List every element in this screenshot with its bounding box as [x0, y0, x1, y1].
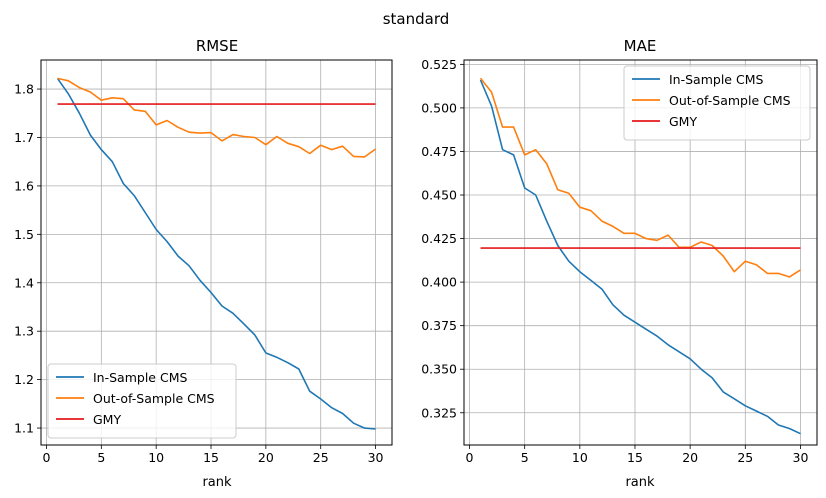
mae-xtick-label: 20: [682, 450, 698, 465]
rmse-series-in-sample-cms: [56, 77, 376, 430]
mae-panel: MAE rank 0 5 10 15 20 25 30 0.325 0.350 0.375 0.40…: [421, 37, 818, 490]
rmse-xtick-label: 20: [258, 450, 274, 465]
rmse-legend-label-out-of-sample-cms: Out-of-Sample CMS: [93, 391, 215, 406]
rmse-xtick-label: 0: [43, 450, 51, 465]
mae-ytick-label: 0.350: [421, 362, 457, 377]
rmse-panel: RMSE rank 0 5 10 15 20 25 30 1.1 1.2 1.3 1.4 1.5 1.6…: [14, 37, 393, 490]
mae-xtick-label: 0: [466, 450, 474, 465]
mae-series-out-of-sample-cms: [479, 77, 801, 278]
rmse-xtick-label: 30: [368, 450, 384, 465]
mae-ytick-label: 0.450: [421, 188, 457, 203]
mae-title: MAE: [624, 37, 657, 55]
mae-legend-label-in-sample-cms: In-Sample CMS: [669, 72, 763, 87]
rmse-ytick-label: 1.7: [14, 130, 34, 145]
rmse-title: RMSE: [196, 37, 238, 55]
rmse-ytick-label: 1.5: [14, 227, 34, 242]
rmse-ytick-label: 1.1: [14, 421, 34, 436]
mae-legend-label-gmy: GMY: [669, 114, 697, 129]
mae-legend-label-out-of-sample-cms: Out-of-Sample CMS: [669, 93, 791, 108]
figure-suptitle: standard: [383, 10, 450, 28]
mae-ytick-label: 0.500: [421, 100, 457, 115]
mae-xtick-label: 5: [521, 450, 529, 465]
mae-axes-frame: [463, 59, 818, 446]
rmse-ytick-label: 1.6: [14, 178, 34, 193]
mae-xtick-label: 15: [627, 450, 643, 465]
rmse-legend-box: [47, 363, 237, 439]
rmse-series-out-of-sample-cms: [57, 77, 376, 158]
rmse-ytick-label: 1.4: [14, 275, 34, 290]
rmse-xtick-label: 10: [148, 450, 164, 465]
rmse-ytick-label: 1.8: [14, 82, 34, 97]
mae-ytick-label: 0.425: [421, 231, 457, 246]
rmse-ytick-label: 1.2: [14, 372, 34, 387]
rmse-xtick-label: 5: [97, 450, 105, 465]
mae-xlabel: rank: [625, 475, 655, 490]
mae-xtick-label: 10: [572, 450, 588, 465]
mae-ytick-label: 0.525: [421, 57, 457, 72]
mae-legend-box: [623, 65, 811, 141]
mae-series-in-sample-cms: [479, 79, 801, 435]
rmse-legend: In-Sample CMS Out-of-Sample CMS GMY: [47, 363, 237, 439]
rmse-ytick-label: 1.3: [14, 324, 34, 339]
mae-xtick-label: 30: [793, 450, 809, 465]
rmse-xlabel: rank: [202, 475, 232, 490]
rmse-xtick-label: 15: [203, 450, 219, 465]
mae-ytick-label: 0.475: [421, 144, 457, 159]
rmse-legend-label-gmy: GMY: [93, 412, 121, 427]
mae-legend: In-Sample CMS Out-of-Sample CMS GMY: [623, 65, 811, 141]
mae-ytick-label: 0.325: [421, 405, 457, 420]
mae-ytick-label: 0.375: [421, 318, 457, 333]
rmse-xtick-label: 25: [313, 450, 329, 465]
rmse-legend-label-in-sample-cms: In-Sample CMS: [93, 370, 187, 385]
mae-ytick-label: 0.400: [421, 275, 457, 290]
mae-xtick-label: 25: [737, 450, 753, 465]
rmse-axes-frame: [40, 59, 393, 446]
